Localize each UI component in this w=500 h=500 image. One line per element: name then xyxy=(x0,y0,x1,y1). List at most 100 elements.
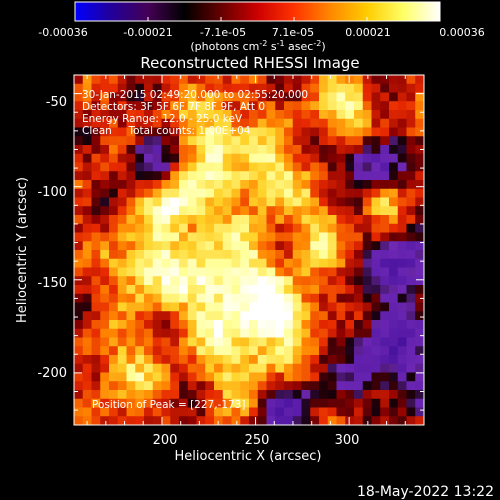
image-pixel xyxy=(231,302,241,312)
image-pixel xyxy=(196,188,206,199)
image-pixel xyxy=(319,346,329,356)
image-pixel xyxy=(144,162,154,172)
image-pixel xyxy=(196,250,206,260)
image-pixel xyxy=(310,232,320,242)
image-pixel xyxy=(257,311,268,321)
image-pixel xyxy=(214,302,224,312)
image-pixel xyxy=(292,206,303,216)
image-pixel xyxy=(170,267,180,277)
image-pixel xyxy=(327,83,338,94)
image-pixel xyxy=(179,206,189,216)
image-pixel xyxy=(257,145,268,155)
image-pixel xyxy=(100,215,110,225)
image-pixel xyxy=(82,223,93,234)
image-pixel xyxy=(100,162,110,172)
image-pixel xyxy=(144,302,154,312)
image-pixel xyxy=(187,337,198,347)
image-pixel xyxy=(284,355,294,365)
image-pixel xyxy=(249,293,259,304)
image-pixel xyxy=(389,136,399,146)
image-pixel xyxy=(415,127,424,137)
image-pixel xyxy=(310,118,320,129)
image-pixel xyxy=(170,363,180,374)
image-pixel xyxy=(100,276,110,286)
image-pixel xyxy=(354,407,364,417)
image-pixel xyxy=(415,258,424,269)
image-pixel xyxy=(301,416,311,425)
annotation-peak: Position of Peak = [227,-173] xyxy=(92,399,246,411)
image-pixel xyxy=(257,232,268,242)
image-pixel xyxy=(354,416,364,425)
image-pixel xyxy=(362,267,373,277)
image-pixel xyxy=(196,276,206,286)
image-pixel xyxy=(117,232,128,242)
image-pixel xyxy=(319,171,329,181)
image-pixel xyxy=(135,381,145,391)
image-pixel xyxy=(397,346,408,356)
image-pixel xyxy=(152,223,163,234)
image-pixel xyxy=(266,232,276,242)
footer-date: 18-May-2022 13:22 xyxy=(357,484,494,500)
image-pixel xyxy=(91,162,101,172)
image-pixel xyxy=(231,127,241,137)
image-pixel xyxy=(319,206,329,216)
image-pixel xyxy=(406,206,416,216)
image-pixel xyxy=(275,346,285,356)
image-pixel xyxy=(126,241,136,251)
image-pixel xyxy=(301,241,311,251)
image-pixel xyxy=(222,145,233,155)
image-pixel xyxy=(196,363,206,374)
image-pixel xyxy=(100,92,110,102)
image-pixel xyxy=(170,188,180,199)
image-pixel xyxy=(336,398,346,409)
image-pixel xyxy=(100,416,110,425)
image-pixel xyxy=(406,127,416,137)
image-pixel xyxy=(354,153,364,164)
image-pixel xyxy=(257,215,268,225)
image-pixel xyxy=(371,302,381,312)
image-pixel xyxy=(310,355,320,365)
image-pixel xyxy=(380,110,390,120)
image-pixel xyxy=(415,267,424,277)
image-pixel xyxy=(389,381,399,391)
image-pixel xyxy=(196,337,206,347)
image-pixel xyxy=(406,241,416,251)
image-pixel xyxy=(179,355,189,365)
image-pixel xyxy=(275,215,285,225)
image-pixel xyxy=(415,118,424,129)
image-pixel xyxy=(170,215,180,225)
image-pixel xyxy=(161,276,171,286)
image-pixel xyxy=(301,302,311,312)
image-pixel xyxy=(406,153,416,164)
image-pixel xyxy=(380,337,390,347)
image-pixel xyxy=(117,92,128,102)
image-pixel xyxy=(82,337,93,347)
image-pixel xyxy=(257,416,268,425)
image-pixel xyxy=(117,75,128,85)
image-pixel xyxy=(135,285,145,295)
image-pixel xyxy=(389,293,399,304)
image-pixel xyxy=(179,328,189,339)
image-pixel xyxy=(284,232,294,242)
image-pixel xyxy=(222,267,233,277)
image-pixel xyxy=(336,145,346,155)
image-pixel xyxy=(275,285,285,295)
image-pixel xyxy=(257,390,268,400)
image-pixel xyxy=(222,162,233,172)
image-pixel xyxy=(284,293,294,304)
image-pixel xyxy=(144,416,154,425)
image-pixel xyxy=(389,92,399,102)
image-pixel xyxy=(257,372,268,382)
image-pixel xyxy=(135,188,145,199)
image-pixel xyxy=(240,197,250,207)
image-pixel xyxy=(415,188,424,199)
image-pixel xyxy=(249,110,259,120)
image-pixel xyxy=(240,302,250,312)
image-pixel xyxy=(310,381,320,391)
image-pixel xyxy=(406,232,416,242)
image-pixel xyxy=(196,311,206,321)
image-pixel xyxy=(100,83,110,94)
image-pixel xyxy=(179,285,189,295)
image-pixel xyxy=(240,180,250,190)
image-pixel xyxy=(327,180,338,190)
